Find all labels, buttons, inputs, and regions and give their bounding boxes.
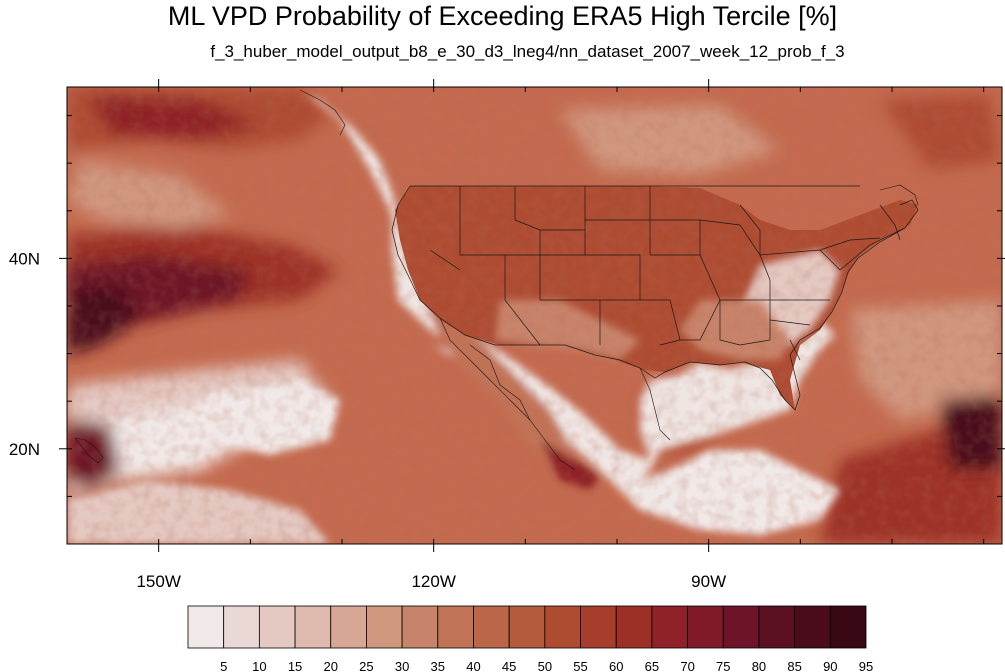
colorbar-label: 15 — [288, 659, 302, 672]
colorbar-label: 95 — [859, 659, 873, 672]
colorbar-swatch — [223, 605, 260, 649]
map-subtitle: f_3_huber_model_output_b8_e_30_d3_lneg4/… — [210, 42, 845, 61]
colorbar-label: 30 — [395, 659, 409, 672]
colorbar-swatch — [330, 605, 367, 649]
colorbar-label: 55 — [573, 659, 587, 672]
coastlines — [299, 89, 919, 471]
plot-frame — [66, 86, 1003, 545]
colorbar-label: 60 — [609, 659, 623, 672]
colorbar-label: 65 — [645, 659, 659, 672]
colorbar-label: 5 — [220, 659, 227, 672]
colorbar-swatch — [258, 605, 296, 649]
colorbar-label: 70 — [680, 659, 694, 672]
map-title: ML VPD Probability of Exceeding ERA5 Hig… — [167, 1, 838, 31]
colorbar-swatch — [366, 605, 403, 649]
colorbar-label: 35 — [431, 659, 445, 672]
colorbar-label: 75 — [716, 659, 730, 672]
colorbar-swatch — [758, 605, 796, 649]
colorbar: 5 10 15 20 25 30 35 40 45 50 55 60 65 70 75 80 85 90 95 — [187, 605, 873, 672]
lat-tick-label: 20N — [9, 440, 40, 459]
colorbar-swatch — [401, 605, 439, 649]
colorbar-swatch — [615, 605, 653, 649]
lat-tick-label: 40N — [9, 249, 40, 268]
colorbar-swatch — [687, 605, 724, 649]
colorbar-swatch — [544, 605, 581, 649]
lon-tick-label: 90W — [691, 572, 726, 591]
colorbar-swatch — [580, 605, 617, 649]
colorbar-label: 40 — [466, 659, 480, 672]
colorbar-swatch — [508, 605, 546, 649]
colorbar-label: 45 — [502, 659, 516, 672]
colorbar-label: 50 — [538, 659, 552, 672]
colorbar-swatch — [794, 605, 831, 649]
lon-tick-label: 150W — [136, 572, 180, 591]
colorbar-swatch — [722, 605, 760, 649]
colorbar-label: 85 — [787, 659, 801, 672]
colorbar-swatch — [187, 605, 225, 649]
colorbar-label: 20 — [324, 659, 338, 672]
colorbar-swatch — [829, 605, 867, 649]
colorbar-swatch — [473, 605, 510, 649]
hawaii-outline — [74, 437, 104, 464]
colorbar-label: 90 — [823, 659, 837, 672]
lon-tick-label: 120W — [411, 572, 455, 591]
probability-field — [67, 87, 1002, 544]
colorbar-swatch — [294, 605, 332, 649]
axis-layer: 150W 120W 90W 40N 20N — [9, 79, 1005, 591]
colorbar-label: 10 — [252, 659, 266, 672]
colorbar-swatch — [437, 605, 474, 649]
colorbar-swatch — [651, 605, 688, 649]
colorbar-label: 25 — [359, 659, 373, 672]
colorbar-label: 80 — [752, 659, 766, 672]
noise-texture — [67, 87, 1002, 544]
